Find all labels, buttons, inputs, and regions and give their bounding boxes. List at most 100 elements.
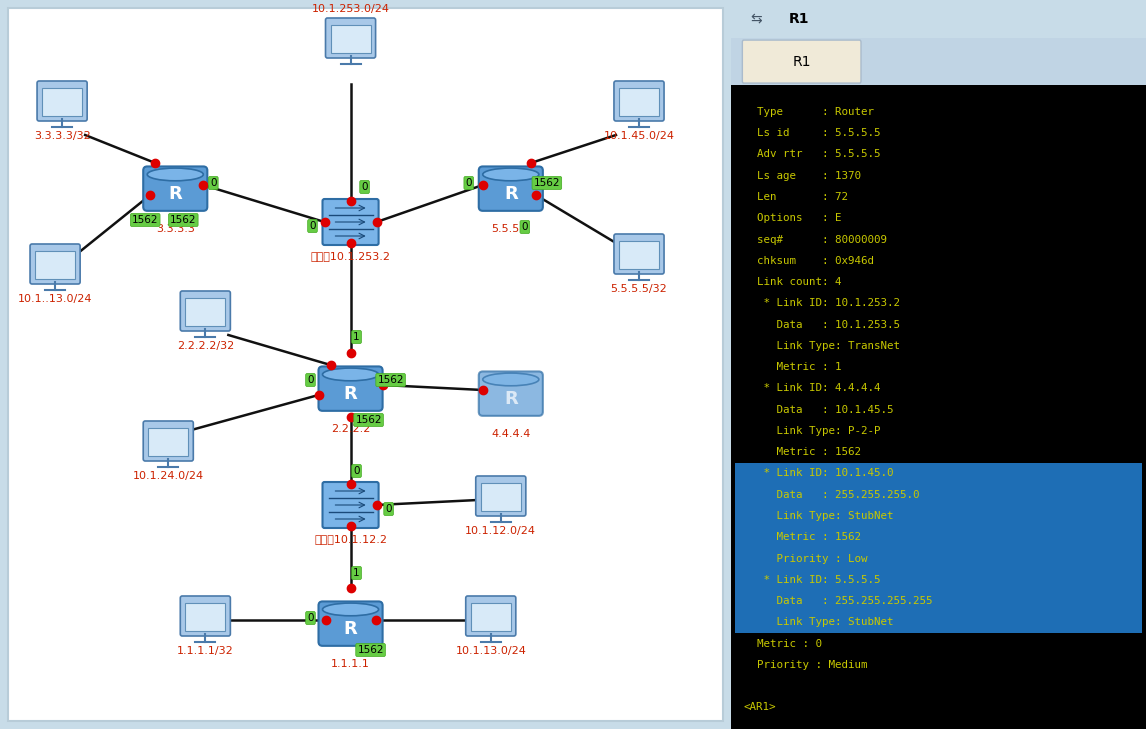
Text: Link Type: TransNet: Link Type: TransNet [744,341,900,351]
Text: Link Type: StubNet: Link Type: StubNet [744,617,893,628]
FancyBboxPatch shape [325,18,376,58]
FancyBboxPatch shape [180,291,230,331]
Text: 10.1.12.0/24: 10.1.12.0/24 [465,526,536,536]
Text: Priority : Medium: Priority : Medium [744,660,868,670]
FancyBboxPatch shape [736,506,1141,527]
Text: 2.2.2.2: 2.2.2.2 [331,424,370,434]
Text: Ls id     : 5.5.5.5: Ls id : 5.5.5.5 [744,128,880,139]
FancyBboxPatch shape [476,476,526,516]
Ellipse shape [482,373,539,386]
Text: 1562: 1562 [132,215,158,225]
Ellipse shape [482,168,539,181]
FancyBboxPatch shape [148,428,188,456]
FancyBboxPatch shape [731,85,1146,729]
Text: 0: 0 [385,504,392,514]
FancyBboxPatch shape [736,591,1141,612]
Text: 1: 1 [353,568,360,578]
FancyBboxPatch shape [479,372,543,416]
Text: 伪节点10.1.253.2: 伪节点10.1.253.2 [311,251,391,261]
FancyBboxPatch shape [614,81,664,121]
Text: 1562: 1562 [170,215,196,225]
Text: 0: 0 [465,178,472,188]
FancyBboxPatch shape [319,601,383,646]
Text: 1562: 1562 [377,375,403,385]
Text: Metric : 1562: Metric : 1562 [744,532,861,542]
Text: Len       : 72: Len : 72 [744,192,848,202]
Text: Data   : 10.1.45.5: Data : 10.1.45.5 [744,405,893,415]
Text: R: R [344,385,358,403]
Text: <AR1>: <AR1> [744,703,776,712]
Text: 0: 0 [309,221,316,231]
Text: 10.1.253.0/24: 10.1.253.0/24 [312,4,390,14]
Text: 10.1.45.0/24: 10.1.45.0/24 [604,131,675,141]
Ellipse shape [322,603,378,616]
Text: 5.5.5.5/32: 5.5.5.5/32 [611,284,667,294]
FancyBboxPatch shape [736,612,1141,634]
Text: Data   : 255.255.255.255: Data : 255.255.255.255 [744,596,932,606]
Text: Data   : 255.255.255.0: Data : 255.255.255.0 [744,490,919,500]
Text: R1: R1 [790,12,810,26]
Text: 伪节点10.1.12.2: 伪节点10.1.12.2 [314,534,387,544]
Text: * Link ID: 4.4.4.4: * Link ID: 4.4.4.4 [744,383,880,394]
FancyBboxPatch shape [186,298,226,326]
Text: 10.1.24.0/24: 10.1.24.0/24 [133,471,204,481]
FancyBboxPatch shape [614,234,664,274]
Text: 1562: 1562 [358,645,384,655]
Text: Metric : 0: Metric : 0 [744,639,822,649]
Ellipse shape [147,168,203,181]
FancyBboxPatch shape [731,0,1146,38]
Text: 1562: 1562 [534,178,560,188]
FancyBboxPatch shape [465,596,516,636]
FancyBboxPatch shape [481,483,520,511]
FancyBboxPatch shape [731,0,1146,729]
FancyBboxPatch shape [37,81,87,121]
FancyBboxPatch shape [731,38,1146,85]
Text: Link Type: P-2-P: Link Type: P-2-P [744,426,880,436]
Text: Adv rtr   : 5.5.5.5: Adv rtr : 5.5.5.5 [744,149,880,160]
FancyBboxPatch shape [42,88,83,116]
Text: 0: 0 [361,182,368,192]
Text: * Link ID: 5.5.5.5: * Link ID: 5.5.5.5 [744,575,880,585]
FancyBboxPatch shape [619,241,659,269]
FancyBboxPatch shape [319,367,383,411]
Text: Options   : E: Options : E [744,214,841,223]
Text: Ls age    : 1370: Ls age : 1370 [744,171,861,181]
Text: seq#      : 80000009: seq# : 80000009 [744,235,887,244]
Text: 10.1.13.0/24: 10.1.13.0/24 [455,646,526,656]
Text: 10.1..13.0/24: 10.1..13.0/24 [18,294,93,304]
FancyBboxPatch shape [736,548,1141,569]
Text: Metric : 1562: Metric : 1562 [744,447,861,457]
Ellipse shape [322,368,378,381]
Text: Type      : Router: Type : Router [744,107,873,117]
Text: 1.1.1.1: 1.1.1.1 [331,659,370,669]
FancyBboxPatch shape [143,166,207,211]
Text: Data   : 10.1.253.5: Data : 10.1.253.5 [744,319,900,330]
Text: Priority : Low: Priority : Low [744,553,868,564]
Text: 0: 0 [210,178,217,188]
Text: ⇆: ⇆ [751,12,762,26]
Text: * Link ID: 10.1.253.2: * Link ID: 10.1.253.2 [744,298,900,308]
FancyBboxPatch shape [743,40,861,83]
FancyBboxPatch shape [36,251,76,279]
FancyBboxPatch shape [180,596,230,636]
FancyBboxPatch shape [322,199,378,245]
Text: 4.4.4.4: 4.4.4.4 [492,429,531,439]
Text: * Link ID: 10.1.45.0: * Link ID: 10.1.45.0 [744,469,893,478]
Text: 5.5.5.5: 5.5.5.5 [492,224,531,234]
Text: 2.2.2.2/32: 2.2.2.2/32 [176,341,234,351]
Text: 1562: 1562 [355,415,382,425]
Text: 0: 0 [521,222,528,232]
FancyBboxPatch shape [736,527,1141,548]
Text: R: R [168,185,182,203]
FancyBboxPatch shape [471,603,511,631]
FancyBboxPatch shape [736,485,1141,506]
Text: R: R [504,390,518,408]
Text: Link Type: StubNet: Link Type: StubNet [744,511,893,521]
FancyBboxPatch shape [30,244,80,284]
Text: 1.1.1.1/32: 1.1.1.1/32 [176,646,234,656]
Text: R: R [504,185,518,203]
FancyBboxPatch shape [322,482,378,528]
FancyBboxPatch shape [186,603,226,631]
FancyBboxPatch shape [330,25,370,53]
FancyBboxPatch shape [143,421,194,461]
